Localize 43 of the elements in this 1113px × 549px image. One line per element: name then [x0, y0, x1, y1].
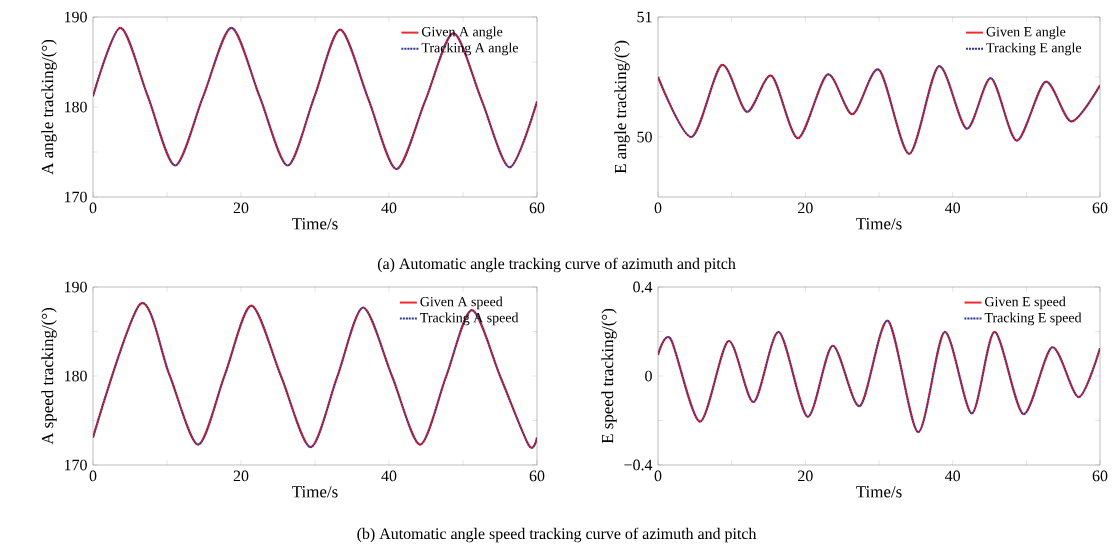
- x-axis-title: Time/s: [856, 218, 902, 230]
- y-tick-label: 0: [645, 370, 652, 382]
- y-axis-title: E speed tracking/(°): [601, 308, 617, 444]
- y-tick-label: 0.4: [633, 281, 653, 293]
- legend-label: Given E angle: [986, 26, 1066, 40]
- legend-label: Given E speed: [985, 296, 1066, 310]
- x-tick-label: 0: [654, 470, 662, 482]
- x-axis-title: Time/s: [292, 486, 338, 498]
- y-axis-title: A speed tracking/(°): [41, 308, 57, 445]
- x-tick-label: 60: [529, 470, 545, 482]
- y-axis-title: E angle tracking/(°): [614, 40, 630, 174]
- y-tick-label: 170: [64, 191, 87, 203]
- y-tick-label: 190: [64, 11, 87, 23]
- x-axis-title: Time/s: [856, 486, 902, 498]
- y-tick-label: 50: [637, 131, 652, 143]
- x-tick-label: 0: [89, 202, 97, 214]
- x-tick-label: 20: [233, 202, 249, 214]
- y-tick-label: −0.4: [624, 459, 653, 471]
- y-tick-label: 180: [64, 101, 87, 113]
- y-tick-label: 51: [637, 11, 652, 23]
- x-tick-label: 60: [1092, 202, 1108, 214]
- y-tick-label: 170: [64, 459, 87, 471]
- legend-label: Tracking E angle: [986, 42, 1082, 56]
- x-tick-label: 20: [798, 470, 813, 482]
- x-axis-title: Time/s: [292, 218, 338, 230]
- x-tick-label: 60: [1092, 470, 1108, 482]
- y-axis-title: A angle tracking/(°): [41, 39, 57, 175]
- x-tick-label: 40: [381, 470, 397, 482]
- x-tick-label: 40: [945, 202, 961, 214]
- y-tick-label: 180: [64, 370, 87, 382]
- text: (a) Automatic angle tracking curve of azimuth and pitch: [377, 257, 736, 273]
- legend-label: Given A speed: [420, 296, 503, 310]
- legend-label: Given A angle: [421, 26, 503, 40]
- x-tick-label: 60: [529, 202, 545, 214]
- legend-label: Tracking E speed: [984, 312, 1082, 326]
- x-tick-label: 0: [654, 202, 662, 214]
- y-tick-label: 190: [64, 281, 87, 293]
- x-tick-label: 20: [233, 470, 249, 482]
- x-tick-label: 40: [945, 470, 961, 482]
- x-tick-label: 20: [798, 202, 813, 214]
- text: (b) Automatic angle speed tracking curve of azimuth and pitch: [357, 527, 757, 543]
- x-tick-label: 40: [381, 202, 397, 214]
- x-tick-label: 0: [89, 470, 97, 482]
